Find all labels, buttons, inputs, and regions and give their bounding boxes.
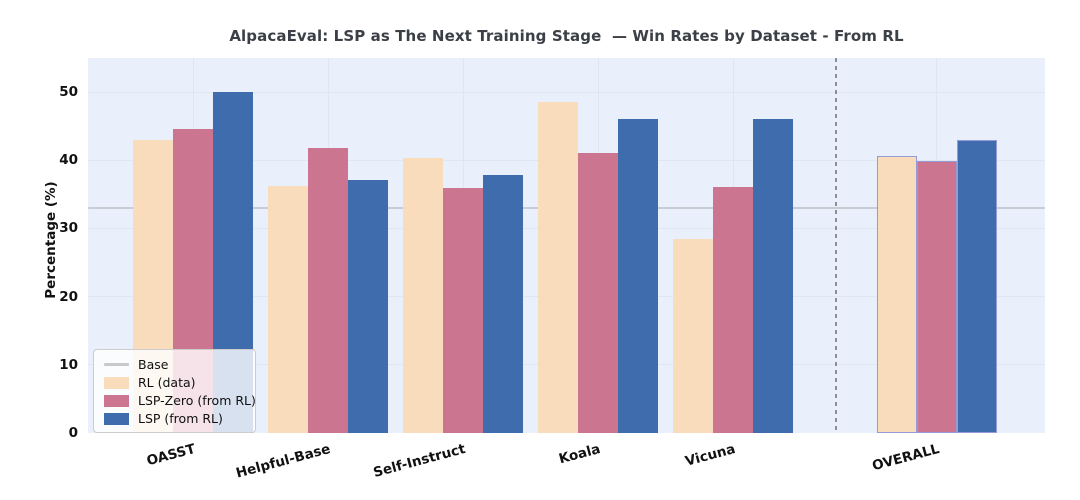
legend-label: LSP (from RL)	[138, 411, 223, 426]
bar-lsp-zero-from-rl-overall	[916, 160, 957, 433]
legend-color-swatch	[104, 412, 129, 425]
bar-lsp-from-rl-overall	[956, 139, 997, 433]
h-gridline	[88, 91, 1045, 93]
y-tick-label: 10	[59, 356, 78, 373]
legend-item: LSP-Zero (from RL)	[104, 393, 256, 408]
bar-lsp-zero-from-rl-vicuna	[713, 186, 753, 433]
y-axis-label: Percentage (%)	[43, 181, 59, 299]
legend-label: Base	[138, 357, 169, 372]
bar-lsp-from-rl-vicuna	[753, 118, 793, 433]
legend-item: RL (data)	[104, 375, 245, 390]
bar-lsp-zero-from-rl-helpful-base	[308, 148, 348, 433]
legend-color-swatch	[104, 376, 129, 389]
bar-rl-data-self-instruct	[403, 158, 443, 433]
legend-label: LSP-Zero (from RL)	[138, 393, 256, 408]
separator-line	[835, 58, 837, 433]
y-tick-label: 40	[59, 152, 78, 169]
bar-rl-data-helpful-base	[268, 186, 308, 433]
y-tick-label: 20	[59, 288, 78, 305]
y-tick-label: 0	[68, 425, 78, 441]
legend-color-swatch	[104, 394, 129, 407]
bar-rl-data-overall	[876, 155, 917, 433]
legend: Base RL (data) LSP-Zero (from RL) LSP (from…	[93, 349, 256, 433]
legend-label: RL (data)	[138, 375, 196, 390]
legend-item: Base	[104, 357, 245, 372]
y-tick-label: 50	[59, 84, 78, 101]
bar-lsp-zero-from-rl-koala	[578, 153, 618, 433]
bar-lsp-zero-from-rl-self-instruct	[443, 188, 483, 433]
chart-title: AlpacaEval: LSP as The Next Training Sta…	[229, 27, 904, 45]
y-tick-label: 30	[59, 220, 78, 237]
x-tick-label-overall: OVERALL	[870, 441, 941, 475]
bar-lsp-from-rl-helpful-base	[348, 180, 388, 433]
bar-rl-data-vicuna	[673, 238, 713, 433]
bar-lsp-from-rl-self-instruct	[483, 174, 523, 433]
bar-rl-data-koala	[538, 102, 578, 433]
bar-lsp-from-rl-koala	[618, 119, 658, 433]
legend-item: LSP (from RL)	[104, 411, 245, 426]
legend-line-swatch	[104, 363, 129, 366]
x-tick-label-vicuna: Vicuna	[683, 441, 738, 470]
